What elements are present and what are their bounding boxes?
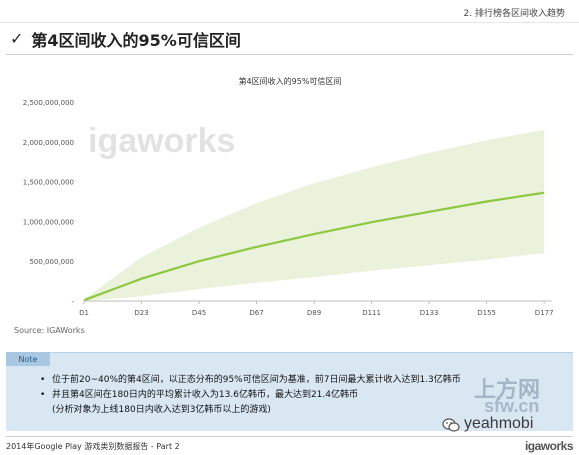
- title-divider: [6, 54, 573, 55]
- x-tick-label: D89: [307, 309, 321, 317]
- y-tick-label: 1,000,000,000: [23, 218, 74, 226]
- page-title: ✓ 第4区间收入的95%可信区间: [10, 28, 241, 51]
- note-item: 并且第4区间在180日内的平均累计收入为13.6亿韩币，最大达到21.4亿韩币: [40, 388, 461, 403]
- source-label: Source: IGAWorks: [14, 326, 85, 335]
- chart-title: 第4区间收入的95%可信区间: [239, 76, 342, 86]
- footer-text: 2014年Google Play 游戏类别数据报告 - Part 2: [6, 442, 180, 451]
- wechat-icon: [442, 417, 460, 432]
- sfw-watermark: sfw.cn: [484, 396, 540, 416]
- note-item: (分析对象为上线180日内收入达到3亿韩币以上的游戏): [52, 405, 271, 415]
- y-tick-label: 1,500,000,000: [23, 179, 74, 187]
- top-bar: 2. 排行榜各区间收入趋势: [0, 0, 579, 24]
- y-tick-label: -: [71, 298, 74, 306]
- shangfang-watermark: 上方网: [474, 378, 541, 403]
- confidence-interval-chart: 第4区间收入的95%可信区间 igaworks - 500,000,000 1,00…: [23, 76, 554, 317]
- y-tick-label: 2,500,000,000: [23, 99, 74, 107]
- yeahmobi-watermark: yeahmobi: [442, 414, 533, 434]
- footer: 2014年Google Play 游戏类别数据报告 - Part 2 igawo…: [6, 436, 574, 455]
- x-tick-label: D177: [535, 309, 554, 317]
- page-title-text: 第4区间收入的95%可信区间: [31, 31, 241, 50]
- confidence-band: [84, 129, 545, 301]
- x-tick-label: D23: [134, 309, 148, 317]
- section-title: 2. 排行榜各区间收入趋势: [463, 9, 565, 19]
- mean-revenue-line: [83, 191, 545, 302]
- x-tick-label: D155: [477, 309, 496, 317]
- x-tick-label: D133: [420, 309, 439, 317]
- x-tick-label: D1: [79, 309, 89, 317]
- note-item: 位于前20~40%的第4区间，以正态分布的95%可信区间为基准，前7日间最大累计…: [40, 373, 461, 388]
- y-tick-label: 500,000,000: [29, 258, 74, 266]
- note-list: 位于前20~40%的第4区间，以正态分布的95%可信区间为基准，前7日间最大累计…: [40, 373, 461, 418]
- x-tick-label: D111: [362, 309, 381, 317]
- x-tick-label: D67: [249, 309, 263, 317]
- y-tick-label: 2,000,000,000: [23, 139, 74, 147]
- check-icon: ✓: [10, 29, 24, 48]
- top-divider: [0, 22, 579, 23]
- footer-brand-logo: igaworks: [524, 439, 574, 453]
- note-label: Note: [6, 352, 50, 366]
- chart-watermark: igaworks: [88, 122, 235, 160]
- yeahmobi-text: yeahmobi: [464, 415, 534, 432]
- x-tick-label: D45: [192, 309, 206, 317]
